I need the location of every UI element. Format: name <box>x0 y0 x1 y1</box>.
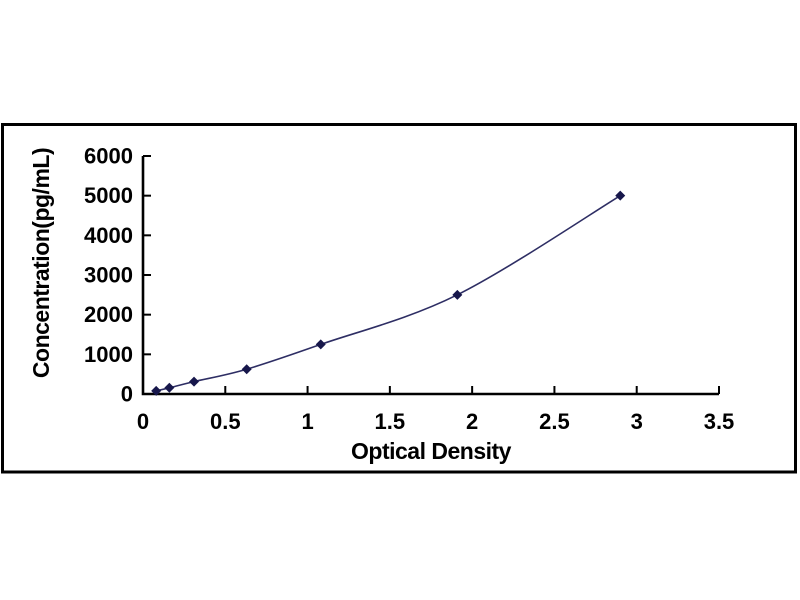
x-tick-label: 2.5 <box>539 409 570 434</box>
data-point-marker <box>315 339 326 350</box>
axis-lines <box>141 156 719 396</box>
y-tick-label: 2000 <box>84 302 133 327</box>
x-tick-label: 0 <box>137 409 149 434</box>
x-axis-title: Optical Density <box>351 438 512 464</box>
y-tick-label: 4000 <box>84 223 133 248</box>
y-axis-title: Concentration(pg/mL) <box>28 148 54 378</box>
y-tick-label: 6000 <box>84 144 133 169</box>
y-tick-label: 5000 <box>84 183 133 208</box>
x-tick-label: 0.5 <box>210 409 241 434</box>
data-point-marker <box>189 376 200 387</box>
series-line <box>155 194 621 392</box>
x-tick-label: 1 <box>301 409 313 434</box>
x-tick-label: 3 <box>631 409 643 434</box>
data-point-marker <box>452 289 463 300</box>
x-tick-label: 3.5 <box>704 409 735 434</box>
data-point-marker <box>164 382 175 393</box>
y-tick-label: 0 <box>121 382 133 407</box>
data-point-marker <box>615 190 626 201</box>
y-tick-label: 1000 <box>84 342 133 367</box>
x-tick-label: 2 <box>466 409 478 434</box>
data-point-marker <box>241 364 252 375</box>
data-point-marker <box>151 385 162 396</box>
y-tick-label: 3000 <box>84 263 133 288</box>
chart-frame <box>1 123 797 474</box>
x-tick-label: 1.5 <box>375 409 406 434</box>
